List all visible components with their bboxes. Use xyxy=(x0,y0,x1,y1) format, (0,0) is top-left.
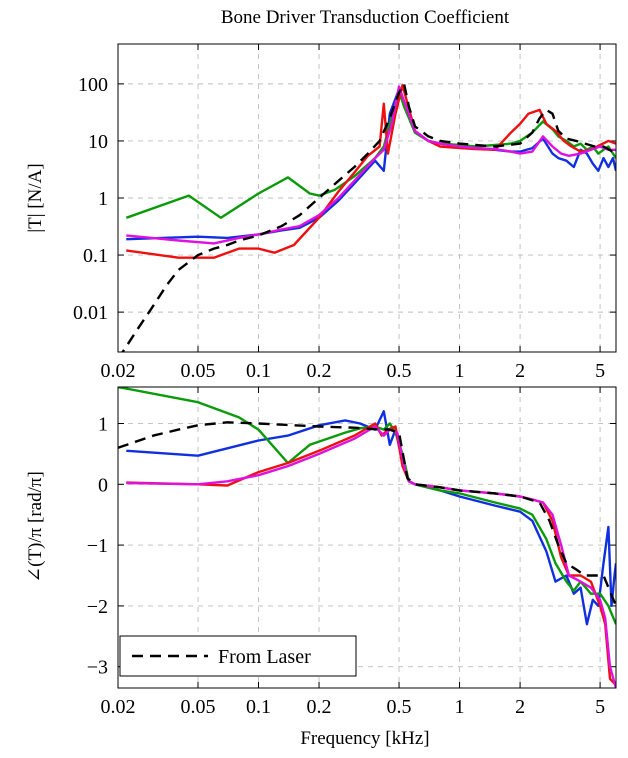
plot-frame xyxy=(117,43,617,353)
y-tick-label: 1 xyxy=(98,188,108,210)
y-tick-label: −1 xyxy=(87,535,108,557)
x-tick-label: 0.1 xyxy=(246,360,271,382)
y-tick-label: −3 xyxy=(87,657,108,679)
x-tick-label: 2 xyxy=(515,360,525,382)
y-tick-label: 100 xyxy=(78,74,108,96)
series-line-from-laser xyxy=(118,421,616,607)
x-tick-label: 5 xyxy=(595,360,605,382)
y-axis-label-phase: ∠(T)/π [rad/π] xyxy=(25,471,46,583)
y-axis-label-magnitude: |T| [N/A] xyxy=(25,163,46,232)
phase-plot: 0.02 0.05 0.1 0.2 0.5 1 2 5 −3 −2 −1 0 1 From Laser xyxy=(87,386,617,718)
magnitude-plot: 0.02 0.05 0.1 0.2 0.5 1 2 5 0.01 0.1 1 10 100 xyxy=(73,43,617,382)
chart-title: Bone Driver Transduction Coefficient xyxy=(221,7,510,28)
x-tick-label: 2 xyxy=(515,696,525,718)
x-tick-label: 0.05 xyxy=(181,360,216,382)
x-tick-label: 0.5 xyxy=(387,696,412,718)
series-line xyxy=(126,85,616,245)
y-tick-label: −2 xyxy=(87,596,108,618)
y-tick-label: 10 xyxy=(88,131,108,153)
x-tick-label: 0.05 xyxy=(181,696,216,718)
x-tick-label: 1 xyxy=(455,696,465,718)
series-line xyxy=(126,410,616,626)
y-tick-label: 0.1 xyxy=(83,245,108,267)
legend-entry: From Laser xyxy=(218,646,311,668)
x-tick-label: 0.1 xyxy=(246,696,271,718)
x-tick-label: 5 xyxy=(595,696,605,718)
y-tick-label: 1 xyxy=(98,413,108,435)
y-tick-label: 0 xyxy=(98,474,108,496)
y-tick-label: 0.01 xyxy=(73,302,108,324)
x-tick-label: 0.02 xyxy=(101,360,136,382)
x-axis-label: Frequency [kHz] xyxy=(300,728,429,749)
x-tick-label: 0.02 xyxy=(101,696,136,718)
x-tick-label: 0.5 xyxy=(387,360,412,382)
x-tick-label: 0.2 xyxy=(307,696,332,718)
x-tick-label: 0.2 xyxy=(307,360,332,382)
plot-frame xyxy=(117,386,617,689)
legend: From Laser xyxy=(119,635,357,677)
series-line-from-laser xyxy=(121,82,616,352)
x-tick-label: 1 xyxy=(455,360,465,382)
